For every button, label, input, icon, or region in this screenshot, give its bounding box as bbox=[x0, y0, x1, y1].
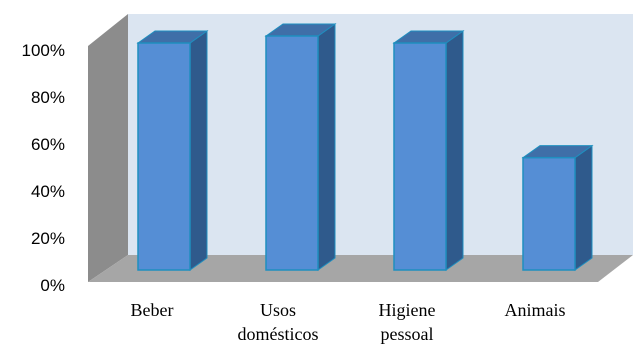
x-tick-label: Higiene pessoal bbox=[379, 300, 436, 344]
x-tick-label-line: Animais bbox=[505, 300, 566, 320]
x-tick-label-line: Higiene bbox=[379, 300, 436, 320]
bar-side bbox=[445, 30, 464, 271]
y-tick-label: 40% bbox=[31, 182, 65, 201]
bar bbox=[521, 144, 594, 271]
y-tick-label: 100% bbox=[22, 41, 65, 60]
y-axis-ticks: 0% 20% 40% 60% 80% 100% bbox=[22, 41, 65, 295]
bar-side bbox=[189, 30, 208, 271]
bar-side bbox=[317, 23, 336, 271]
x-tick-label-line: Beber bbox=[131, 300, 174, 320]
chart-floor bbox=[88, 255, 633, 282]
y-tick-label: 60% bbox=[31, 135, 65, 154]
bar bbox=[264, 23, 337, 271]
bar-front bbox=[393, 42, 447, 271]
bar bbox=[136, 30, 209, 271]
y-tick-label: 0% bbox=[40, 276, 65, 295]
bar-front bbox=[522, 156, 576, 271]
x-axis-ticks: Beber Usos domésticos Higiene pessoal Animais bbox=[131, 300, 566, 344]
bars-group bbox=[136, 23, 594, 271]
x-tick-label-line: domésticos bbox=[238, 324, 319, 344]
x-tick-label: Animais bbox=[505, 300, 566, 320]
bar-front bbox=[265, 35, 319, 271]
y-tick-label: 80% bbox=[31, 88, 65, 107]
x-tick-label-line: pessoal bbox=[381, 324, 434, 344]
x-tick-label: Beber bbox=[131, 300, 174, 320]
y-tick-label: 20% bbox=[31, 229, 65, 248]
x-tick-label-line: Usos bbox=[260, 300, 296, 320]
x-tick-label: Usos domésticos bbox=[238, 300, 319, 344]
bar-side bbox=[574, 144, 593, 271]
chart-side-wall bbox=[88, 14, 128, 282]
bar bbox=[392, 30, 465, 271]
chart-back-wall bbox=[128, 14, 633, 255]
bar-front bbox=[137, 42, 191, 271]
